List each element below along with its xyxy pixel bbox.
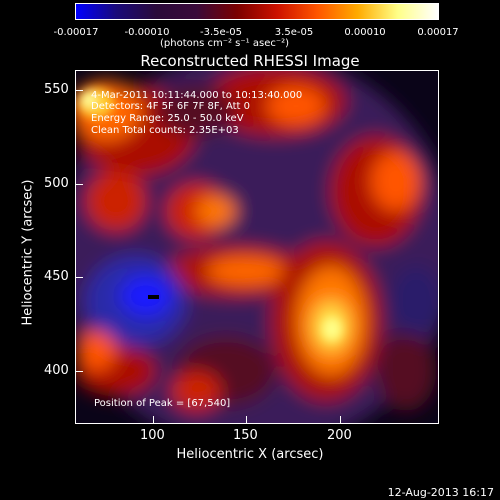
x-tick-label: 100 (140, 428, 165, 443)
y-tick-mark (75, 277, 83, 278)
colorbar-tick-label: -0.00010 (124, 27, 170, 38)
colorbar (75, 3, 439, 20)
colorbar-tick-label: 0.00010 (344, 27, 386, 38)
annotation-clean-counts: Clean Total counts: 2.35E+03 (91, 125, 239, 136)
y-axis-label: Heliocentric Y (arcsec) (20, 179, 36, 326)
image-title: Reconstructed RHESSI Image (140, 52, 360, 70)
generation-datestamp: 12-Aug-2013 16:17 (387, 486, 494, 499)
map-peaks (78, 88, 342, 341)
rhessi-image-map: 4-Mar-2011 10:11:44.000 to 10:13:40.000 … (75, 70, 439, 424)
annotation-time-range: 4-Mar-2011 10:11:44.000 to 10:13:40.000 (91, 90, 303, 101)
x-tick-label: 150 (233, 428, 258, 443)
y-tick-label: 500 (44, 176, 69, 191)
y-tick-label: 450 (44, 269, 69, 284)
map-heat-svg (76, 71, 438, 423)
y-tick-mark (75, 184, 83, 185)
colorbar-tick-label: 0.00017 (417, 27, 459, 38)
y-tick-mark (75, 90, 83, 91)
x-tick-mark (340, 416, 341, 424)
y-tick-mark (75, 371, 83, 372)
y-tick-label: 400 (44, 363, 69, 378)
annotation-detectors: Detectors: 4F 5F 6F 7F 8F, Att 0 (91, 101, 251, 112)
annotation-peak-position: Position of Peak = [67,540] (94, 398, 231, 409)
colorbar-unit-label: (photons cm⁻² s⁻¹ asec⁻²) (160, 38, 290, 49)
map-dark-marker (148, 295, 159, 299)
x-tick-mark (153, 416, 154, 424)
x-axis-label: Heliocentric X (arcsec) (176, 447, 324, 462)
colorbar-tick-label: 3.5e-05 (274, 27, 314, 38)
y-tick-label: 550 (44, 82, 69, 97)
x-tick-label: 200 (327, 428, 352, 443)
colorbar-tick-label: -0.00017 (53, 27, 99, 38)
colorbar-tick-label: -3.5e-05 (200, 27, 242, 38)
x-tick-mark (246, 416, 247, 424)
annotation-energy-range: Energy Range: 25.0 - 50.0 keV (91, 113, 244, 124)
